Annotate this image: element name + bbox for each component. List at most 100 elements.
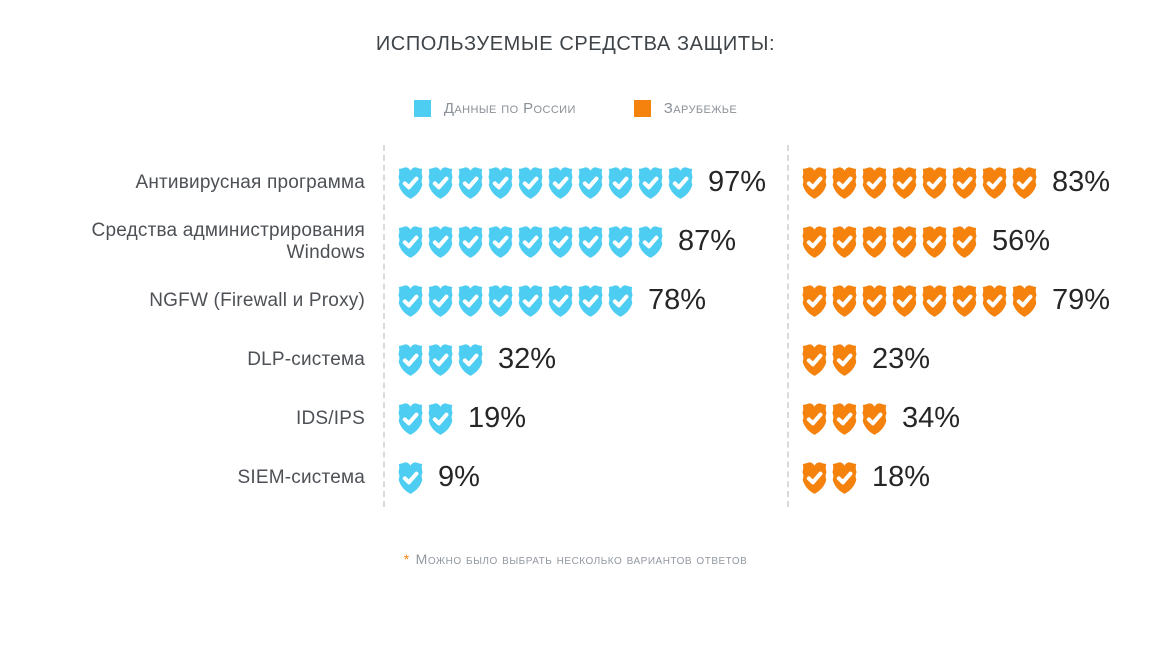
legend: Данные по России Зарубежье [0,100,1151,117]
footnote-text: Можно было выбрать несколько вариантов о… [415,551,748,567]
shield-check-icon [981,284,1008,318]
legend-item-abroad: Зарубежье [633,100,738,117]
shield-check-icon [801,225,828,259]
shield-check-icon [487,166,514,200]
shield-check-icon [397,284,424,318]
shield-check-icon [921,166,948,200]
percent-value: 78% [648,284,707,316]
footnote: * Можно было выбрать несколько вариантов … [0,551,1151,567]
legend-label-abroad: Зарубежье [663,100,738,117]
shield-check-icon [831,343,858,377]
shield-check-icon [1011,166,1038,200]
shield-check-icon [801,166,828,200]
abroad-cell: 79% [788,284,1151,318]
legend-item-russia: Данные по России [413,100,576,117]
row-label: Средства администрирования Windows [91,219,365,263]
shield-row [397,402,454,436]
percent-value: 34% [902,402,961,434]
shield-check-icon [487,284,514,318]
russia-cell: 32% [384,343,788,377]
percent-value: 97% [708,166,767,198]
shield-check-icon [831,461,858,495]
shield-check-icon [607,225,634,259]
dashed-divider-left [383,145,385,507]
shield-check-icon [801,284,828,318]
percent-value: 56% [992,225,1051,257]
shield-check-icon [427,284,454,318]
shield-row [801,225,978,259]
percent-value: 18% [872,461,931,493]
shield-check-icon [921,225,948,259]
shield-check-icon [397,343,424,377]
shield-row [397,225,664,259]
shield-row [397,343,484,377]
russia-cell: 9% [384,461,788,495]
shield-check-icon [397,225,424,259]
legend-swatch-russia-icon [413,100,431,117]
russia-cell: 87% [384,225,788,259]
row-label: IDS/IPS [296,407,365,429]
shield-check-icon [607,166,634,200]
shield-check-icon [861,166,888,200]
percent-value: 32% [498,343,557,375]
abroad-cell: 56% [788,225,1151,259]
shield-row [397,166,694,200]
shield-check-icon [951,284,978,318]
chart-row: NGFW (Firewall и Proxy) 78% 79% [0,271,1151,330]
shield-check-icon [637,225,664,259]
shield-check-icon [891,225,918,259]
shield-check-icon [547,284,574,318]
abroad-cell: 83% [788,166,1151,200]
russia-cell: 78% [384,284,788,318]
shield-check-icon [427,166,454,200]
shield-check-icon [577,284,604,318]
shield-check-icon [427,225,454,259]
legend-label-russia: Данные по России [443,100,576,117]
shield-check-icon [397,166,424,200]
percent-value: 83% [1052,166,1111,198]
shield-check-icon [457,166,484,200]
shield-row [801,343,858,377]
shield-check-icon [667,166,694,200]
russia-cell: 19% [384,402,788,436]
shield-check-icon [1011,284,1038,318]
percent-value: 9% [438,461,480,493]
shield-row [801,461,858,495]
shield-check-icon [517,166,544,200]
shield-check-icon [831,402,858,436]
row-label: Антивирусная программа [135,171,365,193]
shield-check-icon [861,402,888,436]
page-title: ИСПОЛЬЗУЕМЫЕ СРЕДСТВА ЗАЩИТЫ: [375,33,776,55]
shield-row [801,284,1038,318]
row-label: DLP-система [247,348,365,370]
abroad-cell: 23% [788,343,1151,377]
shield-check-icon [801,343,828,377]
shield-row [801,166,1038,200]
shield-row [397,284,634,318]
chart-rows: Антивирусная программа 97% 83% Средства адм… [0,145,1151,507]
percent-value: 19% [468,402,527,434]
shield-check-icon [397,402,424,436]
shield-check-icon [951,166,978,200]
shield-row [801,402,888,436]
shield-check-icon [397,461,424,495]
shield-check-icon [577,225,604,259]
percent-value: 87% [678,225,737,257]
russia-cell: 97% [384,166,788,200]
shield-check-icon [861,284,888,318]
row-label: SIEM-система [237,466,365,488]
shield-check-icon [607,284,634,318]
chart-row: Средства администрирования Windows 87% 56% [0,212,1151,271]
shield-check-icon [547,166,574,200]
chart-row: Антивирусная программа 97% 83% [0,153,1151,212]
shield-check-icon [457,225,484,259]
chart-row: IDS/IPS 19% 34% [0,389,1151,448]
shield-check-icon [831,166,858,200]
shield-check-icon [831,284,858,318]
percent-value: 79% [1052,284,1111,316]
shield-check-icon [801,461,828,495]
shield-check-icon [861,225,888,259]
shield-check-icon [801,402,828,436]
shield-check-icon [517,284,544,318]
chart-row: DLP-система 32% 23% [0,330,1151,389]
